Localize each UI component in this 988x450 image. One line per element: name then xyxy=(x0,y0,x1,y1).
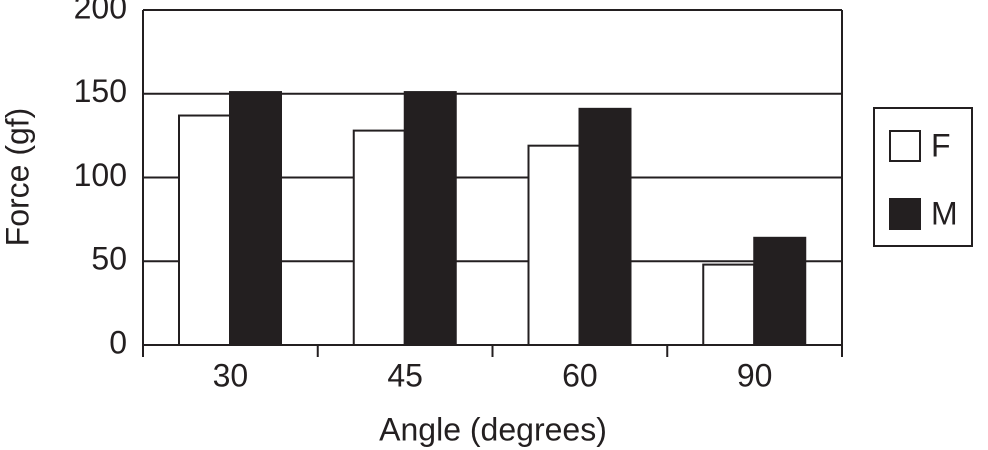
bar xyxy=(578,107,632,346)
y-tick-label: 150 xyxy=(74,73,127,109)
y-tick-label: 50 xyxy=(91,241,127,277)
bar xyxy=(753,236,807,346)
bar xyxy=(178,114,231,347)
x-tick-label: 45 xyxy=(387,357,423,393)
x-axis-title: Angle (degrees) xyxy=(379,411,607,447)
x-tick-label: 60 xyxy=(562,357,598,393)
y-tick-label: 100 xyxy=(74,157,127,193)
bar xyxy=(527,144,581,346)
bar xyxy=(702,263,756,347)
y-axis-title: Force (gf) xyxy=(0,108,35,247)
bar xyxy=(403,91,457,346)
y-tick-label: 0 xyxy=(109,324,127,360)
bar xyxy=(229,91,282,346)
y-tick-label: 200 xyxy=(74,0,127,25)
x-tick-label: 30 xyxy=(213,357,249,393)
legend-swatch xyxy=(889,198,921,230)
legend-label: M xyxy=(931,195,958,231)
legend-swatch xyxy=(889,130,921,162)
legend-label: F xyxy=(931,127,951,163)
x-tick-label: 90 xyxy=(737,357,773,393)
bar xyxy=(352,129,406,346)
